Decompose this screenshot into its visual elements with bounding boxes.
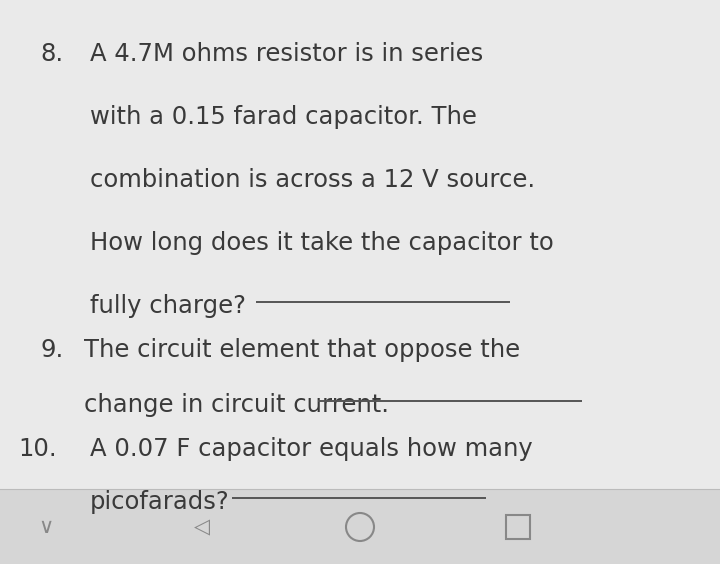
Text: picofarads?: picofarads? (90, 490, 230, 514)
Text: A 0.07 F capacitor equals how many: A 0.07 F capacitor equals how many (90, 437, 533, 461)
FancyBboxPatch shape (0, 489, 720, 564)
Text: How long does it take the capacitor to: How long does it take the capacitor to (90, 231, 554, 255)
Text: 10.: 10. (18, 437, 57, 461)
Text: A 4.7M ohms resistor is in series: A 4.7M ohms resistor is in series (90, 42, 483, 66)
Text: 9.: 9. (40, 338, 63, 362)
Text: ∨: ∨ (38, 517, 53, 537)
Text: with a 0.15 farad capacitor. The: with a 0.15 farad capacitor. The (90, 105, 477, 129)
Text: The circuit element that oppose the: The circuit element that oppose the (84, 338, 520, 362)
Text: 8.: 8. (40, 42, 63, 66)
Text: change in circuit current.: change in circuit current. (84, 393, 389, 417)
Text: combination is across a 12 V source.: combination is across a 12 V source. (90, 168, 535, 192)
Text: fully charge?: fully charge? (90, 294, 246, 318)
Text: ◁: ◁ (194, 517, 210, 537)
